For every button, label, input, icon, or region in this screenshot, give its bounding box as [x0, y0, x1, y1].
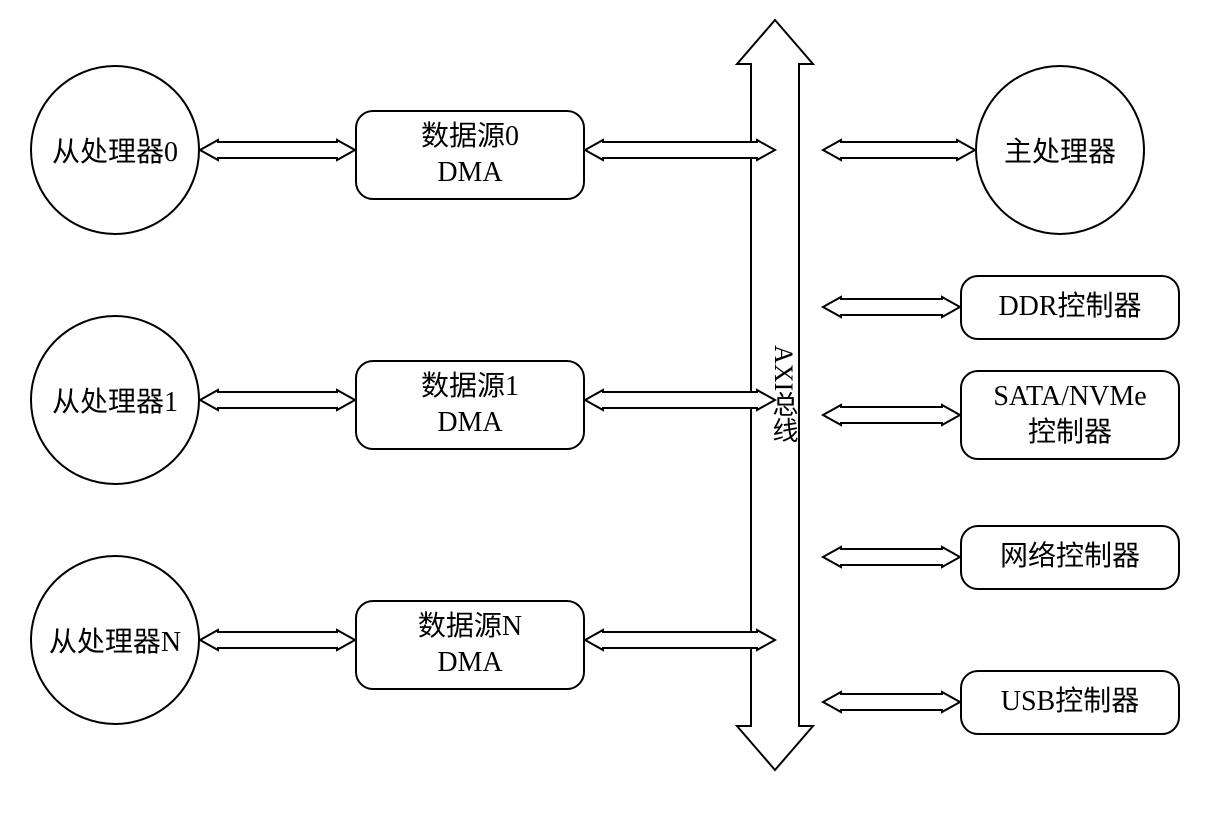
- dma-n: 数据源NDMA: [355, 600, 585, 690]
- slave-1-label: 从处理器1: [52, 380, 178, 420]
- ddr: DDR控制器: [960, 275, 1180, 340]
- slave-1: 从处理器1: [30, 315, 200, 485]
- sata-label: SATA/NVMe控制器: [993, 379, 1146, 452]
- c-bus-ddr: [823, 297, 960, 317]
- main-proc: 主处理器: [975, 65, 1145, 235]
- c-bus-sata: [823, 405, 960, 425]
- sata: SATA/NVMe控制器: [960, 370, 1180, 460]
- axi-bus-label: AXI总线: [765, 345, 802, 443]
- usb-label: USB控制器: [1001, 684, 1139, 720]
- slave-0: 从处理器0: [30, 65, 200, 235]
- c-bus-main: [823, 140, 975, 160]
- dma-0: 数据源0DMA: [355, 110, 585, 200]
- c-bus-usb: [823, 692, 960, 712]
- dma-n-label: 数据源NDMA: [418, 609, 522, 682]
- slave-n: 从处理器N: [30, 555, 200, 725]
- c-s1-d1: [200, 390, 355, 410]
- main-proc-label: 主处理器: [1004, 130, 1116, 170]
- c-s0-d0: [200, 140, 355, 160]
- net-label: 网络控制器: [1000, 539, 1140, 575]
- usb: USB控制器: [960, 670, 1180, 735]
- dma-1: 数据源1DMA: [355, 360, 585, 450]
- c-sn-dn: [200, 630, 355, 650]
- ddr-label: DDR控制器: [998, 289, 1141, 325]
- dma-1-label: 数据源1DMA: [421, 369, 519, 442]
- net: 网络控制器: [960, 525, 1180, 590]
- slave-n-label: 从处理器N: [49, 620, 181, 660]
- slave-0-label: 从处理器0: [52, 130, 178, 170]
- dma-0-label: 数据源0DMA: [421, 119, 519, 192]
- c-bus-net: [823, 547, 960, 567]
